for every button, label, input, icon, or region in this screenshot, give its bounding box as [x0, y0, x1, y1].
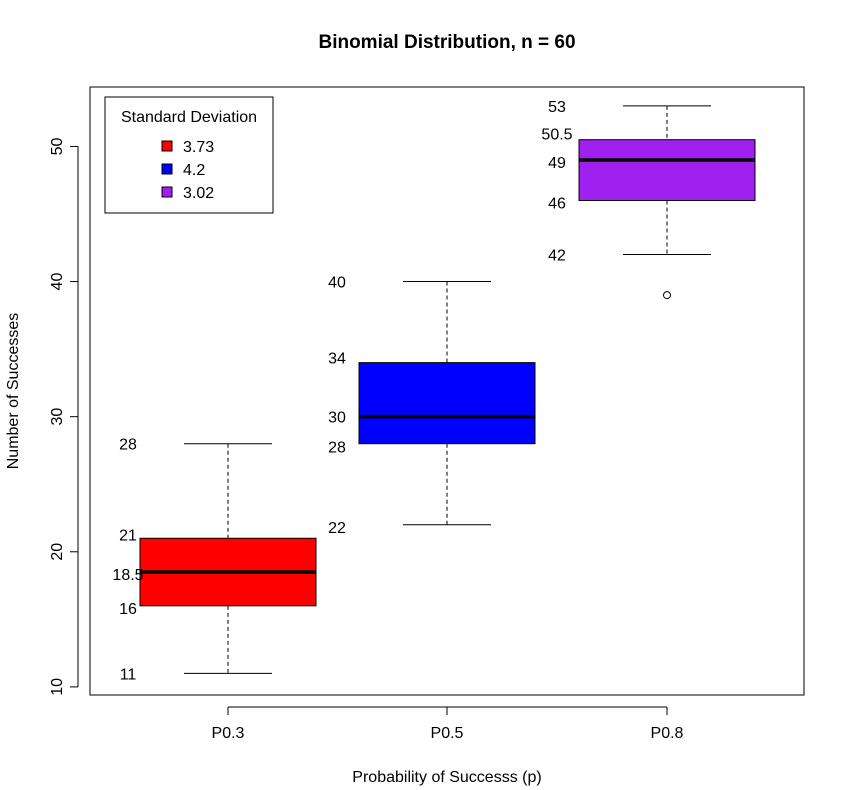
box-group: [139, 443, 317, 674]
box-iqr: [358, 362, 536, 445]
value-label-median: 18.5: [112, 567, 143, 584]
boxes: [139, 105, 756, 674]
legend-box: [104, 96, 274, 214]
value-label-min: 22: [328, 520, 346, 537]
legend-swatch: [161, 186, 173, 198]
annotations: 28 21 18.5 16 11 40 34 30 28 22 53 50.5 49 46 42: [112, 99, 572, 683]
y-tick-label: 50: [49, 137, 66, 155]
legend-label: 4.2: [183, 162, 205, 179]
box-group: [578, 105, 756, 300]
plot-frame: [89, 86, 805, 696]
value-label-min: 11: [120, 666, 137, 683]
legend-swatch: [161, 163, 173, 175]
value-label-median: 30: [328, 410, 346, 427]
value-label-q1: 46: [548, 195, 566, 212]
legend-title: Standard Deviation: [121, 109, 257, 126]
value-label-median: 49: [548, 155, 566, 172]
legend-label: 3.02: [183, 185, 214, 202]
chart-title: Binomial Distribution, n = 60: [318, 32, 575, 53]
legend-swatch: [161, 140, 173, 152]
value-label-q3: 21: [119, 527, 137, 544]
value-label-q3: 34: [328, 351, 346, 368]
value-label-max: 28: [119, 437, 137, 454]
y-tick-label: 40: [49, 273, 66, 291]
legend-label: 3.73: [183, 139, 214, 156]
value-label-min: 42: [548, 248, 566, 265]
x-tick-label: P0.3: [212, 725, 245, 742]
x-axis: P0.3 P0.5 P0.8: [212, 706, 684, 742]
box-group: [358, 281, 536, 526]
value-label-max: 40: [328, 275, 346, 292]
x-tick-label: P0.8: [651, 725, 684, 742]
outlier-point: [663, 291, 671, 300]
y-axis: 10 20 30 40 50: [49, 137, 79, 696]
value-label-max: 53: [548, 99, 566, 116]
value-label-q1: 16: [119, 601, 137, 618]
box-iqr: [578, 139, 756, 201]
x-tick-label: P0.5: [431, 725, 464, 742]
y-axis-title: Number of Successes: [5, 313, 22, 470]
y-tick-label: 20: [49, 543, 66, 561]
y-tick-label: 10: [49, 678, 66, 696]
y-tick-label: 30: [49, 408, 66, 426]
value-label-q3: 50.5: [541, 127, 572, 144]
x-axis-title: Probability of Successs (p): [352, 769, 541, 786]
legend: Standard Deviation 3.73 4.2 3.02: [104, 96, 274, 214]
value-label-q1: 28: [328, 440, 346, 457]
